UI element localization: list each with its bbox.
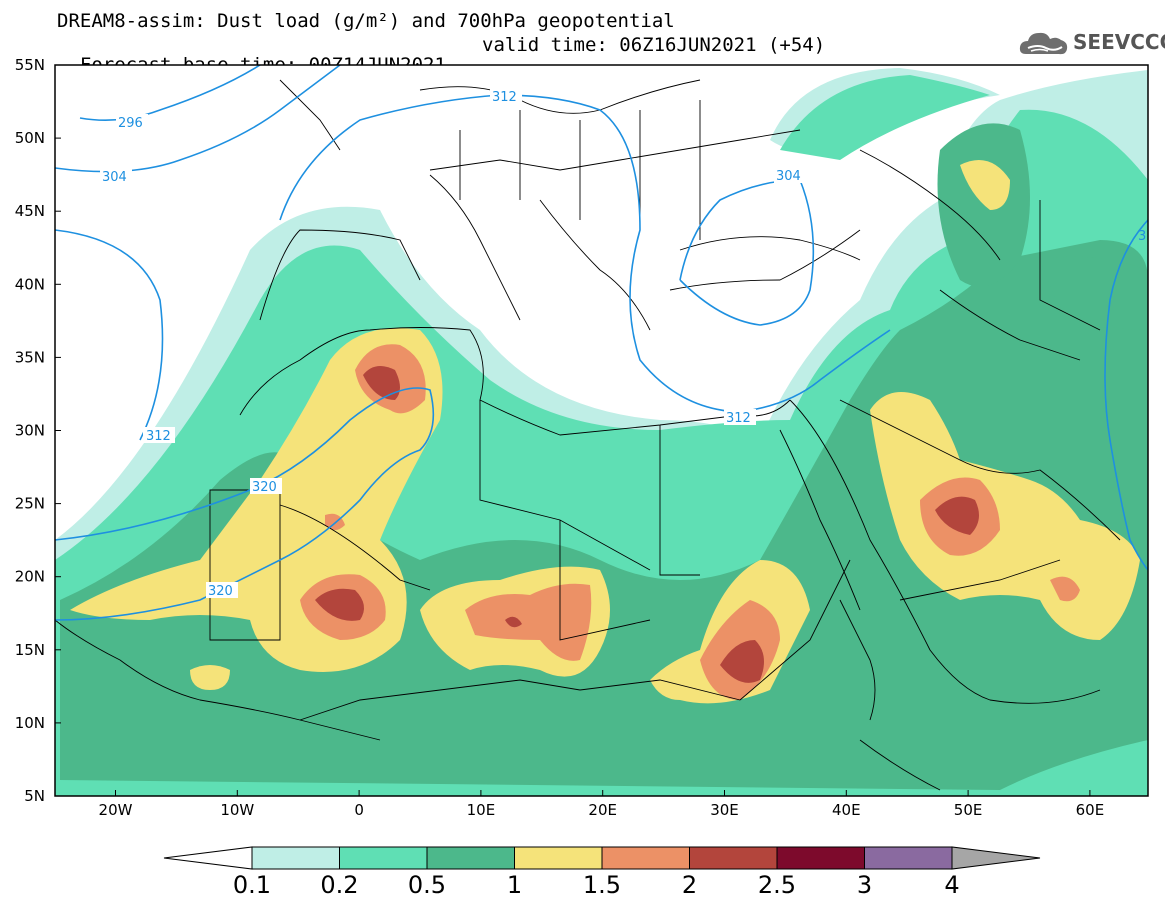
lon-tick-label: 20W [99,801,133,819]
dust-region [190,665,230,690]
colorbar: 0.1 0.2 0.5 1 1.5 2 2.5 3 4 [163,846,1041,899]
colorbar-label: 2.5 [758,871,796,899]
colorbar-label: 4 [944,871,959,899]
lat-tick-label: 20N [15,568,45,586]
cloud-logo-icon [1019,32,1068,55]
latitude-axis: 55N 50N 45N 40N 35N 30N 25N 20N 15N 10N 5N [15,56,61,805]
lat-tick-label: 35N [15,348,45,366]
dust-region [720,640,764,683]
dust-region [937,123,1030,287]
dust-region [1040,256,1148,330]
colorbar-segment [426,846,515,870]
contour-label-296: 296 [118,116,143,131]
dust-region [315,588,364,621]
lat-tick-label: 30N [15,422,45,440]
colorbar-label: 0.2 [320,871,358,899]
lon-tick-label: 10E [467,801,496,819]
colorbar-label: 0.1 [233,871,271,899]
colorbar-segment [339,846,428,870]
contour-label-320-north: 320 [252,480,277,495]
colorbar-label: 3 [857,871,872,899]
dust-field [55,65,1148,796]
dust-region [780,75,990,160]
colorbar-segment [601,846,690,870]
contour-label-312-west: 312 [146,429,171,444]
colorbar-segment [864,846,953,870]
lat-tick-label: 15N [15,641,45,659]
logo-text: SEEVCCC [1073,30,1165,54]
contour-labels: 296 304 312 304 312 320 320 312 3 [100,88,1146,599]
contour-label-312-north: 312 [492,90,517,105]
colorbar-label: 1 [507,871,522,899]
dust-region [960,160,1010,210]
lon-tick-label: 50E [954,801,983,819]
lon-tick-label: 20E [588,801,617,819]
contour-label-partial: 3 [1138,229,1146,244]
valid-time: valid time: 06Z16JUN2021 (+54) [482,34,826,56]
lat-tick-label: 5N [24,787,45,805]
dust-region [363,366,400,400]
lat-tick-label: 45N [15,202,45,220]
lon-tick-label: 60E [1076,801,1105,819]
dust-region [1050,576,1080,602]
seevccc-logo: SEEVCCC [1018,26,1165,60]
lon-tick-label: 40E [832,801,861,819]
lat-tick-label: 25N [15,495,45,513]
colorbar-label: 0.5 [408,871,446,899]
lon-tick-label: 0 [354,801,364,819]
longitude-axis: 20W 10W 0 10E 20E 30E 40E 50E 60E [99,790,1105,819]
colorbar-label: 1.5 [583,871,621,899]
dust-region [935,496,979,535]
coastlines [55,79,1121,791]
colorbar-segment [251,846,340,870]
lat-tick-label: 40N [15,275,45,293]
colorbar-label: 2 [682,871,697,899]
dust-region [505,616,522,628]
map-title: DREAM8-assim: Dust load (g/m²) and 700hP… [57,10,675,32]
colorbar-segment [514,846,603,870]
colorbar-segment [776,846,865,870]
colorbar-high-arrow [951,846,1041,870]
lat-tick-label: 50N [15,129,45,147]
lat-tick-label: 55N [15,56,45,74]
contour-label-304-west: 304 [102,170,127,185]
contour-label-304-east: 304 [776,169,801,184]
lon-tick-label: 30E [710,801,739,819]
contour-label-320-south: 320 [208,584,233,599]
lat-tick-label: 10N [15,714,45,732]
dust-region [870,392,1140,640]
lon-tick-label: 10W [220,801,254,819]
contour-label-312-east: 312 [726,411,751,426]
colorbar-segment [689,846,778,870]
colorbar-low-arrow [163,846,253,870]
